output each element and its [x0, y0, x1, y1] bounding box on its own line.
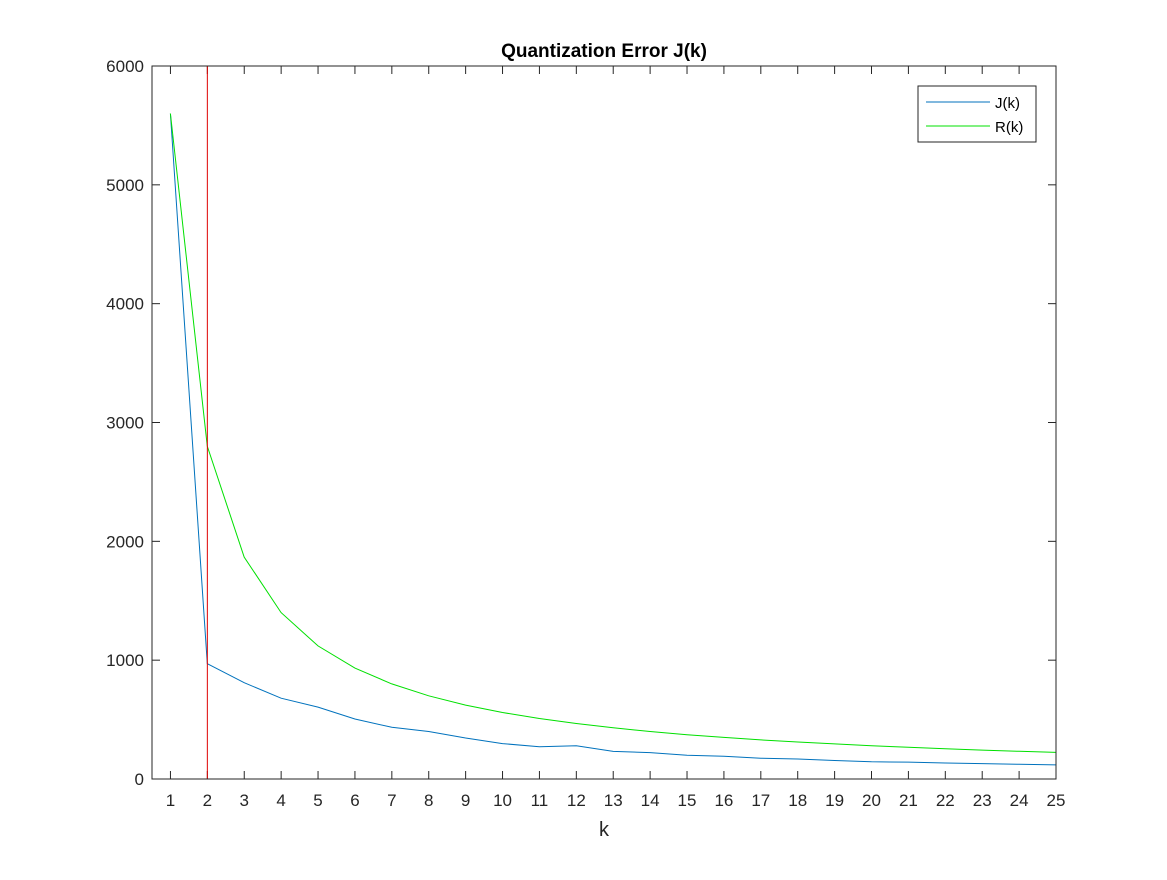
- x-tick-label: 24: [1010, 791, 1029, 810]
- series-line-2: [169, 113, 1057, 753]
- y-tick-label: 4000: [106, 295, 144, 314]
- x-tick-label: 1: [166, 791, 175, 810]
- ticks-layer: 1 2 3 4 5 6 7 8 9 10 11 12 13 14 15 16 17 18 19 20 21 22 23 24 2…: [106, 57, 1065, 810]
- series-line-1: [169, 113, 1057, 766]
- x-tick-label: 19: [825, 791, 844, 810]
- x-tick-label: 7: [387, 791, 396, 810]
- x-tick-label: 10: [493, 791, 512, 810]
- y-tick-label: 5000: [106, 176, 144, 195]
- x-axis-label: k: [599, 819, 610, 841]
- plot-box: [151, 65, 1057, 780]
- legend-label-series-2: R(k): [995, 119, 1023, 136]
- x-tick-label: 15: [678, 791, 697, 810]
- x-tick-label: 9: [461, 791, 470, 810]
- x-tick-label: 6: [350, 791, 359, 810]
- legend-box: [917, 85, 1037, 143]
- legend: J(k) R(k): [917, 85, 1037, 143]
- x-tick-label: 4: [276, 791, 285, 810]
- x-tick-label: 8: [424, 791, 433, 810]
- y-tick-label: 1000: [106, 651, 144, 670]
- x-tick-label: 13: [604, 791, 623, 810]
- y-tick-label: 0: [135, 770, 144, 789]
- x-tick-label: 2: [203, 791, 212, 810]
- x-tick-label: 20: [862, 791, 881, 810]
- x-tick-label: 16: [714, 791, 733, 810]
- x-tick-label: 25: [1047, 791, 1066, 810]
- x-tick-label: 3: [240, 791, 249, 810]
- chart-title: Quantization Error J(k): [501, 41, 707, 62]
- x-tick-label: 23: [973, 791, 992, 810]
- x-tick-label: 11: [531, 791, 549, 810]
- x-tick-label: 22: [936, 791, 955, 810]
- x-tick-label: 14: [641, 791, 660, 810]
- y-tick-label: 2000: [106, 532, 144, 551]
- y-tick-label: 6000: [106, 57, 144, 76]
- legend-label-series-1: J(k): [995, 95, 1020, 112]
- x-tick-label: 18: [788, 791, 807, 810]
- x-tick-label: 17: [751, 791, 770, 810]
- y-tick-label: 3000: [106, 414, 144, 433]
- x-tick-label: 21: [899, 791, 918, 810]
- x-tick-label: 12: [567, 791, 586, 810]
- plot-area: [152, 66, 1056, 779]
- series-layer: [169, 66, 1057, 779]
- x-tick-label: 5: [313, 791, 322, 810]
